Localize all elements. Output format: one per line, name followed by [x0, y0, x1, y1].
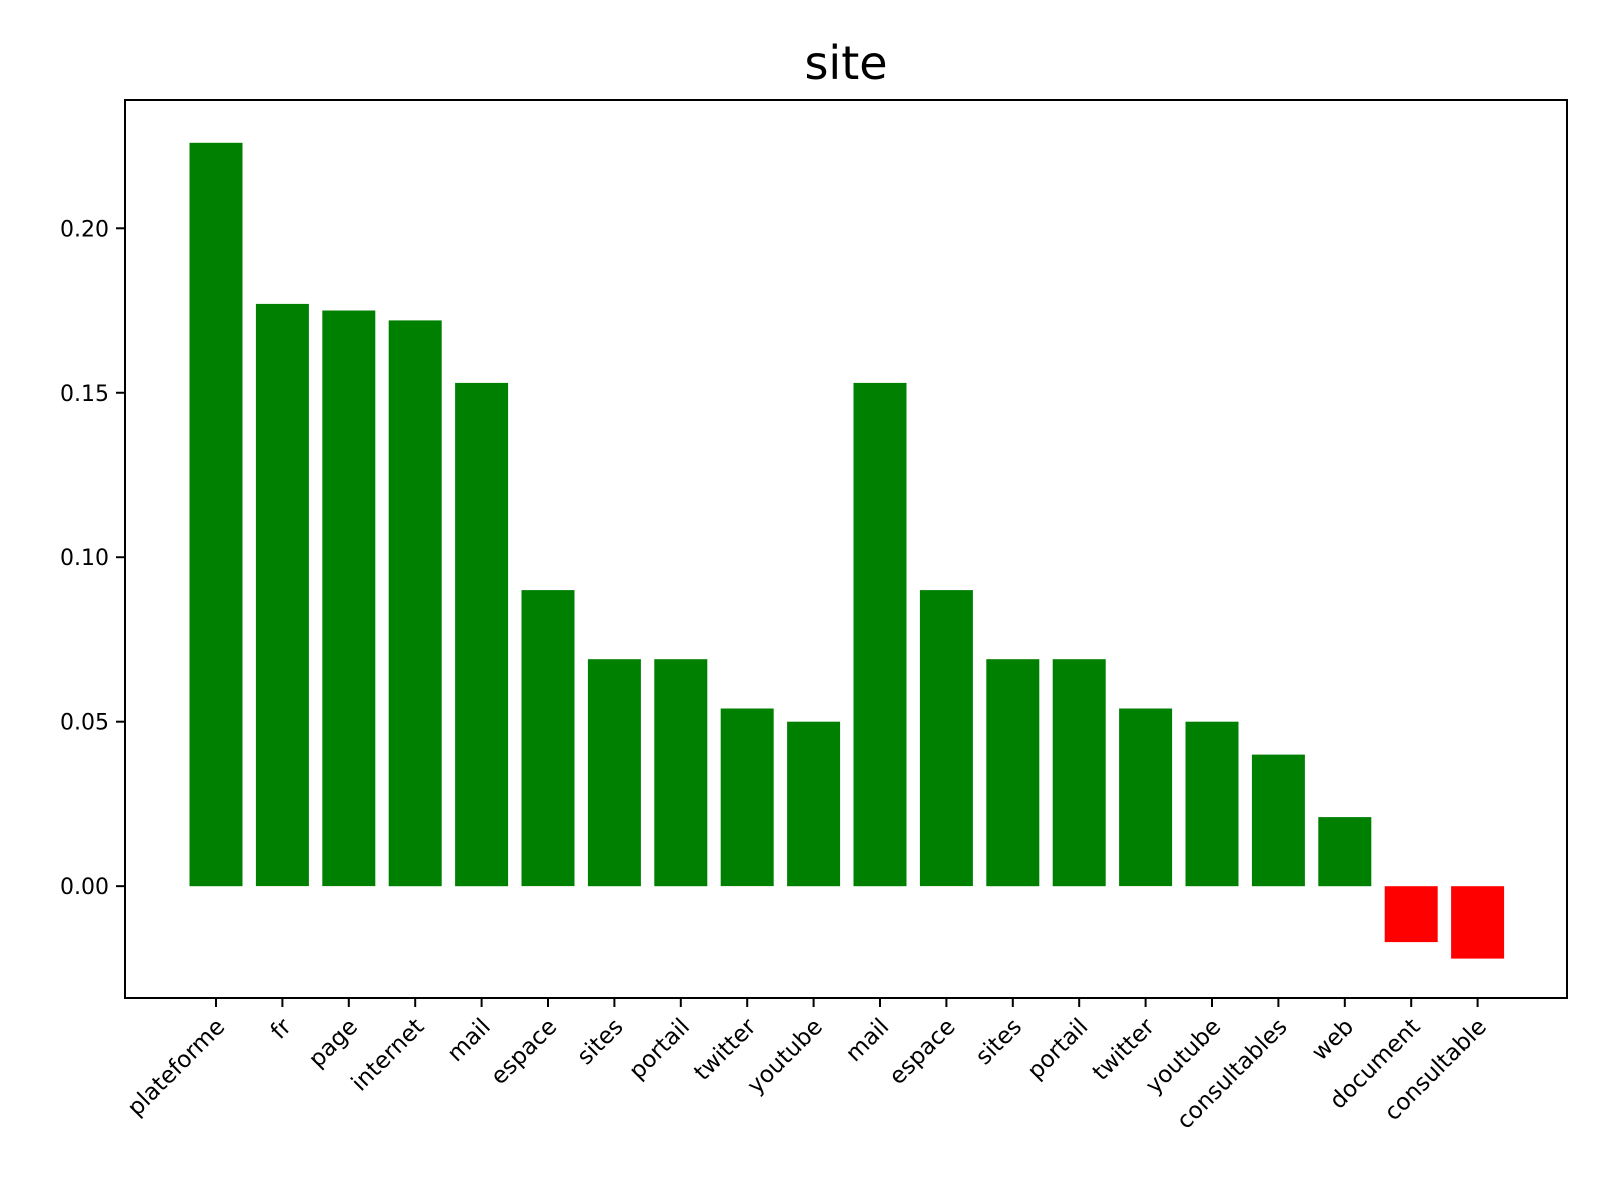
bar-10 [853, 382, 907, 887]
x-tick-label-2: page [304, 1014, 363, 1073]
y-tick-label-2: 0.10 [60, 546, 109, 571]
bar-3 [388, 320, 442, 887]
bar-16 [1251, 754, 1305, 887]
y-tick-label-3: 0.15 [60, 382, 109, 407]
bars-group [189, 142, 1505, 959]
bar-13 [1052, 659, 1106, 887]
x-tick-label-11: espace [885, 1014, 961, 1090]
x-tick-label-3: internet [347, 1014, 430, 1097]
bar-11 [919, 590, 973, 887]
bar-2 [322, 310, 376, 887]
x-tick-label-12: sites [971, 1014, 1027, 1070]
bar-9 [787, 721, 841, 887]
y-tick-label-0: 0.00 [60, 875, 109, 900]
chart-title: site [804, 36, 887, 90]
x-tick-label-17: web [1307, 1014, 1359, 1066]
y-tick-label-1: 0.05 [60, 711, 109, 736]
x-tick-label-10: mail [841, 1014, 894, 1067]
bar-6 [587, 659, 641, 887]
bar-18 [1384, 886, 1438, 943]
bar-8 [720, 708, 774, 887]
y-axis: 0.00 0.05 0.10 0.15 0.20 [60, 217, 125, 900]
bar-17 [1318, 817, 1372, 887]
x-tick-label-1: fr [266, 1013, 297, 1044]
bar-15 [1185, 721, 1239, 887]
x-tick-label-13: portail [1023, 1014, 1094, 1085]
bar-4 [455, 382, 509, 887]
y-tick-label-4: 0.20 [60, 217, 109, 242]
bar-14 [1119, 708, 1173, 887]
x-tick-label-5: espace [486, 1014, 562, 1090]
x-tick-label-4: mail [443, 1014, 496, 1067]
x-tick-label-0: plateforme [123, 1014, 231, 1122]
plot-frame [124, 99, 1568, 999]
bar-19 [1451, 886, 1505, 959]
x-tick-label-7: portail [624, 1014, 695, 1085]
x-tick-label-6: sites [572, 1014, 628, 1070]
bar-7 [654, 659, 708, 887]
bar-1 [255, 303, 309, 887]
bar-0 [189, 142, 243, 887]
bar-12 [986, 659, 1040, 887]
bar-5 [521, 590, 575, 887]
